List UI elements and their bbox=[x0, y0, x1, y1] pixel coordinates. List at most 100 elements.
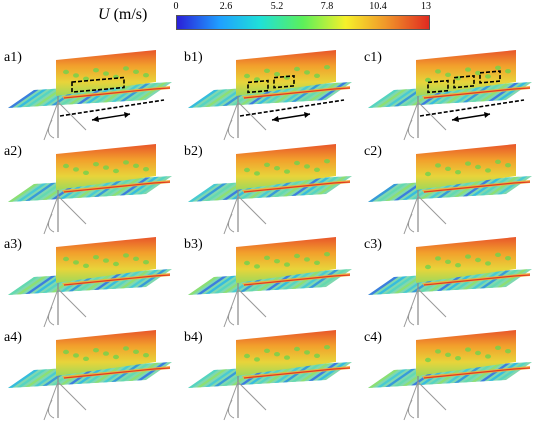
vortex-blob bbox=[254, 77, 260, 82]
flow-field-graphic bbox=[368, 144, 532, 235]
vortex-blob bbox=[435, 163, 441, 168]
velocity-stripe bbox=[25, 275, 56, 294]
flow-field-graphic bbox=[188, 144, 352, 235]
vortex-blob bbox=[485, 261, 491, 266]
panel-b3: b3) bbox=[184, 237, 354, 329]
vortex-blob bbox=[505, 349, 511, 354]
annotation-box bbox=[479, 70, 501, 84]
vortex-blob bbox=[314, 73, 320, 78]
vortex-blob bbox=[475, 257, 481, 263]
vortex-blob bbox=[63, 256, 69, 262]
velocity-stripe bbox=[205, 182, 236, 201]
vortex-blob bbox=[63, 163, 69, 169]
vortex-blob bbox=[495, 252, 501, 257]
vortex-blob bbox=[324, 345, 330, 350]
vortex-blob bbox=[475, 70, 481, 76]
velocity-stripe bbox=[128, 176, 159, 195]
vortex-blob bbox=[284, 169, 290, 174]
turbine-blade bbox=[228, 213, 235, 233]
flow-field-graphic bbox=[188, 237, 352, 328]
wake-core bbox=[243, 367, 351, 379]
vortex-blob bbox=[485, 74, 491, 79]
velocity-stripe bbox=[137, 362, 168, 381]
velocity-stripe bbox=[8, 369, 39, 388]
turbine-blade bbox=[417, 101, 447, 131]
vertical-slice bbox=[416, 237, 516, 283]
velocity-stripe bbox=[8, 276, 39, 295]
flow-field-graphic bbox=[8, 237, 172, 328]
turbine-blade bbox=[237, 381, 267, 411]
velocity-stripe bbox=[317, 362, 348, 381]
vortex-blob bbox=[113, 261, 119, 267]
turbine-blade bbox=[237, 101, 267, 131]
vortex-blob bbox=[465, 254, 471, 259]
vortex-blob bbox=[304, 350, 310, 355]
turbine-blade bbox=[417, 288, 447, 318]
panel-c2: c2) bbox=[364, 144, 534, 236]
vortex-blob bbox=[495, 65, 501, 70]
vortex-blob bbox=[143, 353, 149, 358]
flow-field-graphic bbox=[368, 50, 532, 141]
vortex-blob bbox=[294, 253, 300, 259]
wake-core bbox=[423, 181, 531, 193]
velocity-stripe bbox=[196, 183, 228, 202]
vortex-blob bbox=[73, 353, 79, 358]
vortex-blob bbox=[143, 73, 149, 78]
wake-core bbox=[423, 274, 531, 286]
velocity-stripe bbox=[25, 368, 56, 387]
wake-core bbox=[63, 87, 171, 99]
turbine-blade bbox=[228, 399, 235, 419]
vortex-blob bbox=[63, 69, 69, 75]
colorbar-tick: 2.6 bbox=[219, 1, 233, 12]
vortex-blob bbox=[495, 159, 501, 164]
velocity-stripe bbox=[196, 89, 228, 108]
arrow-head bbox=[92, 116, 99, 122]
vertical-slice bbox=[236, 144, 336, 190]
velocity-stripe bbox=[137, 82, 168, 101]
flow-field-graphic bbox=[368, 237, 532, 328]
velocity-stripe bbox=[8, 183, 39, 202]
vortex-blob bbox=[505, 163, 511, 168]
vortex-blob bbox=[274, 72, 280, 77]
vortex-blob bbox=[133, 163, 139, 168]
vertical-slice bbox=[236, 330, 336, 376]
vortex-blob bbox=[63, 349, 69, 355]
velocity-stripe bbox=[368, 276, 399, 295]
wake-core bbox=[243, 274, 351, 286]
panel-label: b3) bbox=[184, 237, 203, 252]
vortex-blob bbox=[274, 352, 280, 357]
vortex-blob bbox=[103, 258, 109, 263]
velocity-stripe bbox=[8, 89, 39, 108]
vortex-blob bbox=[324, 65, 330, 70]
panel-c4: c4) bbox=[364, 330, 534, 422]
arrow-head bbox=[484, 112, 490, 118]
flow-field-graphic bbox=[188, 50, 352, 141]
velocity-stripe bbox=[16, 369, 48, 388]
velocity-stripe bbox=[376, 276, 408, 295]
vortex-blob bbox=[113, 354, 119, 360]
flow-field-graphic bbox=[8, 50, 172, 141]
panel-a1: a1) bbox=[4, 50, 174, 142]
velocity-stripe bbox=[479, 83, 511, 102]
velocity-stripe bbox=[188, 276, 219, 295]
panel-label: c1) bbox=[364, 50, 382, 65]
velocity-stripe bbox=[497, 362, 528, 381]
velocity-stripe bbox=[497, 82, 528, 101]
velocity-stripe bbox=[16, 276, 48, 295]
vortex-blob bbox=[425, 264, 431, 270]
vortex-blob bbox=[83, 356, 89, 361]
arrow-head bbox=[304, 112, 310, 118]
panel-label: a4) bbox=[4, 330, 22, 345]
vortex-blob bbox=[425, 171, 431, 177]
turbine-blade bbox=[57, 195, 87, 225]
vortex-blob bbox=[294, 160, 300, 166]
panel-label: a3) bbox=[4, 237, 22, 252]
vortex-blob bbox=[485, 354, 491, 359]
velocity-stripe bbox=[308, 269, 339, 288]
colorbar-tick: 10.4 bbox=[369, 1, 387, 12]
velocity-stripe bbox=[317, 269, 348, 288]
colorbar-tick: 5.2 bbox=[270, 1, 284, 12]
vortex-blob bbox=[455, 170, 461, 175]
panel-a3: a3) bbox=[4, 237, 174, 329]
vortex-blob bbox=[505, 69, 511, 74]
